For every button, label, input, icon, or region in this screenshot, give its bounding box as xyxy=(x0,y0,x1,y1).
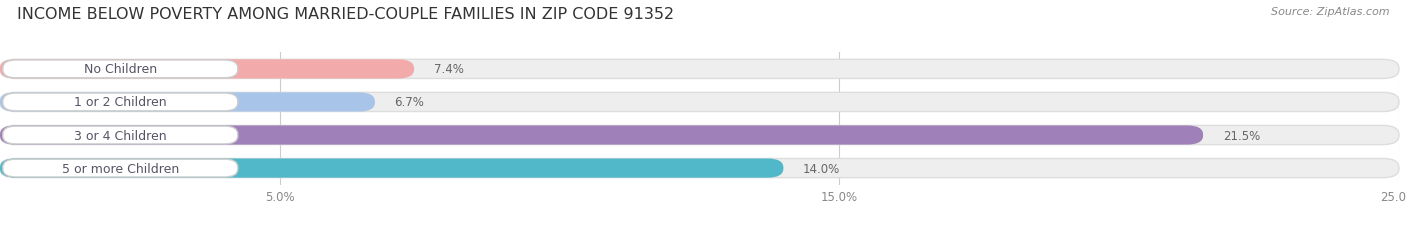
Text: INCOME BELOW POVERTY AMONG MARRIED-COUPLE FAMILIES IN ZIP CODE 91352: INCOME BELOW POVERTY AMONG MARRIED-COUPL… xyxy=(17,7,673,22)
FancyBboxPatch shape xyxy=(0,126,1399,145)
FancyBboxPatch shape xyxy=(3,159,238,177)
Text: 5 or more Children: 5 or more Children xyxy=(62,162,179,175)
Text: 21.5%: 21.5% xyxy=(1223,129,1260,142)
FancyBboxPatch shape xyxy=(0,60,1399,79)
Text: 3 or 4 Children: 3 or 4 Children xyxy=(75,129,167,142)
FancyBboxPatch shape xyxy=(0,60,415,79)
FancyBboxPatch shape xyxy=(0,93,1399,112)
FancyBboxPatch shape xyxy=(0,159,1399,178)
Text: 7.4%: 7.4% xyxy=(433,63,464,76)
Text: 14.0%: 14.0% xyxy=(803,162,841,175)
FancyBboxPatch shape xyxy=(0,159,783,178)
FancyBboxPatch shape xyxy=(3,61,238,79)
Text: No Children: No Children xyxy=(84,63,157,76)
FancyBboxPatch shape xyxy=(3,127,238,144)
Text: 1 or 2 Children: 1 or 2 Children xyxy=(75,96,167,109)
FancyBboxPatch shape xyxy=(3,94,238,111)
FancyBboxPatch shape xyxy=(0,93,375,112)
FancyBboxPatch shape xyxy=(0,126,1204,145)
Text: Source: ZipAtlas.com: Source: ZipAtlas.com xyxy=(1271,7,1389,17)
Text: 6.7%: 6.7% xyxy=(395,96,425,109)
